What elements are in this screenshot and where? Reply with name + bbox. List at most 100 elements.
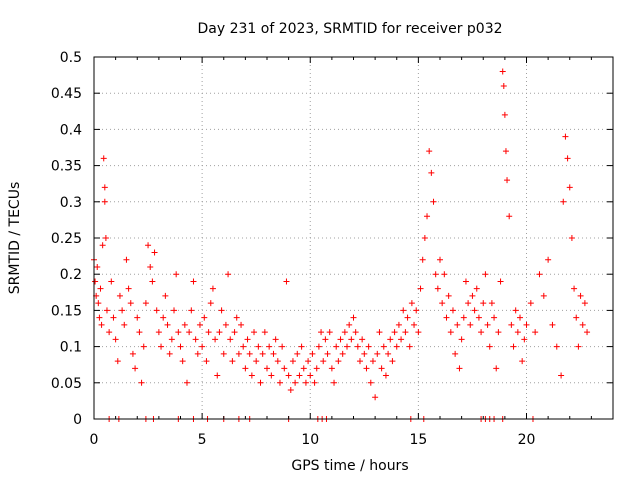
data-point bbox=[374, 350, 381, 357]
data-point bbox=[456, 365, 463, 372]
data-point bbox=[376, 329, 383, 336]
data-point bbox=[471, 307, 478, 314]
data-point bbox=[138, 379, 145, 386]
data-point bbox=[98, 321, 105, 328]
data-point bbox=[119, 307, 126, 314]
data-point bbox=[121, 321, 128, 328]
data-point bbox=[449, 307, 456, 314]
data-point bbox=[356, 358, 363, 365]
data-point bbox=[315, 343, 322, 350]
data-point bbox=[389, 358, 396, 365]
data-point bbox=[279, 343, 286, 350]
data-point bbox=[571, 285, 578, 292]
data-point bbox=[188, 307, 195, 314]
data-point bbox=[344, 343, 351, 350]
data-point bbox=[419, 256, 426, 263]
data-point bbox=[94, 263, 101, 270]
data-point bbox=[387, 336, 394, 343]
data-point bbox=[96, 314, 103, 321]
data-point bbox=[142, 300, 149, 307]
data-point bbox=[493, 365, 500, 372]
data-point bbox=[445, 292, 452, 299]
data-point bbox=[311, 379, 318, 386]
data-point bbox=[497, 278, 504, 285]
data-point bbox=[155, 329, 162, 336]
data-point bbox=[300, 365, 307, 372]
data-point bbox=[426, 148, 433, 155]
data-point bbox=[127, 300, 134, 307]
grid bbox=[94, 57, 613, 419]
data-point bbox=[255, 343, 262, 350]
data-point bbox=[328, 365, 335, 372]
data-point bbox=[488, 300, 495, 307]
data-point bbox=[560, 198, 567, 205]
data-point bbox=[95, 300, 102, 307]
data-point bbox=[473, 285, 480, 292]
data-point bbox=[145, 242, 152, 249]
data-point bbox=[149, 278, 156, 285]
data-point bbox=[491, 314, 498, 321]
data-point bbox=[171, 307, 178, 314]
data-point bbox=[454, 321, 461, 328]
data-point bbox=[177, 343, 184, 350]
data-point bbox=[196, 321, 203, 328]
data-point bbox=[287, 387, 294, 394]
data-point bbox=[100, 155, 107, 162]
data-point bbox=[257, 379, 264, 386]
data-point bbox=[99, 242, 106, 249]
data-point bbox=[406, 343, 413, 350]
data-point bbox=[443, 314, 450, 321]
data-point bbox=[417, 285, 424, 292]
data-point bbox=[305, 358, 312, 365]
data-point bbox=[372, 394, 379, 401]
data-point bbox=[298, 343, 305, 350]
data-point bbox=[411, 321, 418, 328]
data-point bbox=[212, 336, 219, 343]
data-point bbox=[179, 358, 186, 365]
data-point bbox=[579, 321, 586, 328]
data-point bbox=[437, 256, 443, 263]
data-point bbox=[235, 350, 242, 357]
data-point bbox=[266, 343, 273, 350]
data-point bbox=[566, 184, 573, 191]
data-point bbox=[186, 329, 193, 336]
data-point bbox=[365, 343, 372, 350]
data-point bbox=[504, 177, 511, 184]
data-point bbox=[294, 350, 301, 357]
data-point bbox=[313, 365, 320, 372]
data-point bbox=[352, 329, 359, 336]
data-point bbox=[467, 321, 474, 328]
data-point bbox=[270, 350, 277, 357]
data-point bbox=[581, 300, 588, 307]
data-point bbox=[183, 379, 190, 386]
data-point bbox=[361, 350, 368, 357]
data-point bbox=[499, 68, 506, 75]
data-point bbox=[164, 321, 171, 328]
chart-title: Day 231 of 2023, SRMTID for receiver p03… bbox=[197, 21, 502, 37]
data-point bbox=[296, 372, 303, 379]
data-point bbox=[242, 365, 249, 372]
data-point bbox=[229, 358, 236, 365]
data-point bbox=[233, 314, 240, 321]
data-point bbox=[553, 343, 560, 350]
data-point bbox=[225, 271, 232, 278]
data-point bbox=[441, 271, 448, 278]
data-point bbox=[326, 329, 333, 336]
y-tick-label: 0.45 bbox=[51, 86, 82, 102]
data-point bbox=[404, 314, 411, 321]
data-point bbox=[575, 343, 582, 350]
data-point bbox=[424, 213, 431, 220]
data-point bbox=[439, 300, 446, 307]
data-point bbox=[568, 235, 575, 241]
data-point bbox=[101, 184, 108, 191]
data-point bbox=[501, 111, 508, 118]
data-point bbox=[348, 336, 355, 343]
plot-frame bbox=[93, 56, 614, 420]
data-point bbox=[264, 365, 270, 372]
axis-ticks bbox=[93, 56, 613, 420]
y-tick-label: 0.1 bbox=[60, 340, 82, 356]
data-point bbox=[227, 336, 234, 343]
y-tick-label: 0.5 bbox=[60, 50, 82, 66]
data-point bbox=[320, 358, 327, 365]
